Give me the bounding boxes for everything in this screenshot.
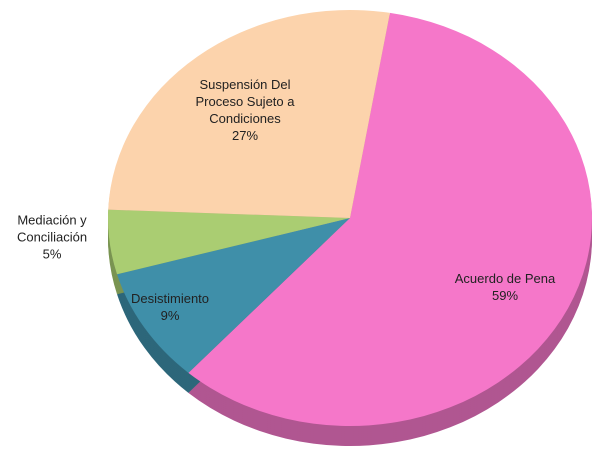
value-label: 9%: [160, 308, 180, 323]
data-label: Suspensión Del Proceso Sujeto a Condicio…: [186, 76, 304, 144]
category-label: Desistimiento: [130, 291, 210, 306]
value-label: 5%: [42, 246, 62, 262]
slice: [108, 209, 350, 275]
data-label: Acuerdo de Pena 59%: [440, 270, 570, 304]
slice: [108, 10, 390, 219]
value-label: 59%: [491, 288, 519, 303]
data-label: Mediación y Conciliación 5%: [7, 212, 97, 263]
category-label: Suspensión Del Proceso Sujeto a Condicio…: [195, 77, 295, 126]
category-label: Mediación y Conciliación: [16, 212, 88, 245]
category-label: Acuerdo de Pena: [454, 271, 556, 286]
value-label: 27%: [231, 128, 259, 143]
data-label: Desistimiento 9%: [115, 290, 225, 324]
slice: [117, 218, 350, 373]
slice: [188, 12, 592, 426]
